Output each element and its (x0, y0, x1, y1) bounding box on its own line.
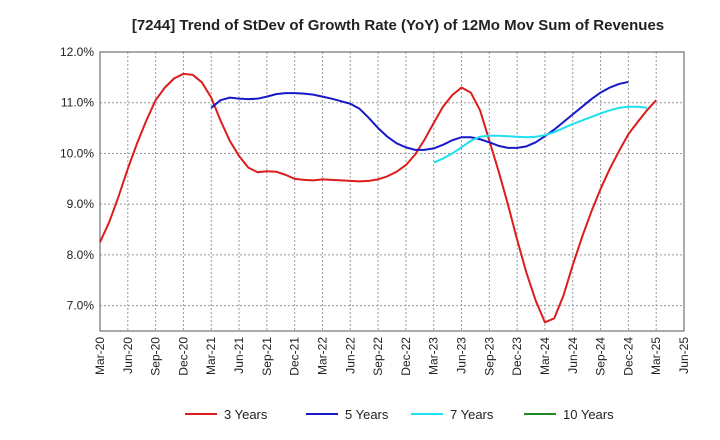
series-lines (99, 72, 657, 324)
x-tick-label: Sep-22 (371, 337, 385, 376)
series-line-7-years (433, 105, 648, 164)
series-line-3-years (99, 72, 657, 324)
x-tick-label: Sep-23 (482, 337, 496, 376)
legend-label: 5 Years (345, 407, 389, 422)
x-tick-label: Jun-22 (343, 337, 357, 374)
y-tick-label: 7.0% (67, 299, 95, 313)
x-tick-label: Jun-24 (566, 337, 580, 374)
x-tick-label: Jun-23 (455, 337, 469, 374)
legend-label: 3 Years (224, 407, 268, 422)
y-tick-label: 8.0% (67, 248, 95, 262)
x-tick-label: Dec-23 (510, 337, 524, 376)
x-axis: Mar-20 Jun-20 Sep-20 Dec-20 Mar-21 Jun-21 Sep-… (93, 337, 691, 376)
y-tick-label: 11.0% (61, 96, 94, 110)
x-tick-label: Dec-24 (621, 337, 635, 376)
x-tick-label: Sep-21 (260, 337, 274, 376)
x-tick-label: Mar-25 (649, 337, 663, 375)
y-axis: 7.0% 8.0% 9.0% 10.0% 11.0% 12.0% (60, 45, 94, 313)
x-tick-label: Dec-22 (399, 337, 413, 376)
y-tick-label: 12.0% (60, 45, 94, 59)
y-tick-label: 9.0% (67, 197, 95, 211)
x-tick-label: Jun-20 (121, 337, 135, 374)
chart-title: [7244] Trend of StDev of Growth Rate (Yo… (132, 17, 664, 34)
legend: 3 Years 5 Years 7 Years 10 Years (185, 407, 614, 422)
x-tick-label: Dec-20 (176, 337, 190, 376)
x-tick-label: Mar-24 (538, 337, 552, 375)
x-tick-label: Sep-20 (149, 337, 163, 376)
x-tick-label: Mar-21 (204, 337, 218, 375)
x-tick-label: Dec-21 (288, 337, 302, 376)
x-tick-label: Mar-23 (427, 337, 441, 375)
grid (99, 51, 685, 331)
x-tick-label: Mar-22 (315, 337, 329, 375)
x-tick-label: Jun-21 (232, 337, 246, 374)
x-tick-label: Jun-25 (677, 337, 691, 374)
x-tick-label: Mar-20 (93, 337, 107, 375)
legend-label: 10 Years (563, 407, 614, 422)
series-line-5-years (210, 80, 629, 151)
y-tick-label: 10.0% (60, 146, 94, 160)
x-tick-label: Sep-24 (594, 337, 608, 376)
plot-area-frame (99, 51, 685, 332)
legend-label: 7 Years (450, 407, 494, 422)
